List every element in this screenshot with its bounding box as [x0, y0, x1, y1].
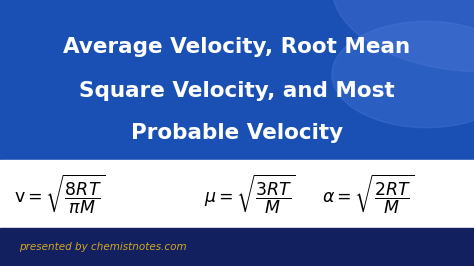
Text: $\alpha = \sqrt{\dfrac{2RT}{M}}$: $\alpha = \sqrt{\dfrac{2RT}{M}}$ [322, 172, 414, 216]
Circle shape [332, 21, 474, 128]
Circle shape [332, 0, 474, 72]
Text: $\mathrm{v} = \sqrt{\dfrac{8RT}{\pi M}}$: $\mathrm{v} = \sqrt{\dfrac{8RT}{\pi M}}$ [14, 172, 105, 216]
Bar [0, 228, 474, 266]
Bar [0, 0, 474, 160]
Text: $\mu = \sqrt{\dfrac{3RT}{M}}$: $\mu = \sqrt{\dfrac{3RT}{M}}$ [204, 172, 295, 216]
Bar [0, 160, 474, 228]
Text: Average Velocity, Root Mean: Average Velocity, Root Mean [64, 37, 410, 57]
Text: Probable Velocity: Probable Velocity [131, 123, 343, 143]
Text: presented by chemistnotes.com: presented by chemistnotes.com [19, 242, 187, 252]
Text: Square Velocity, and Most: Square Velocity, and Most [79, 81, 395, 101]
